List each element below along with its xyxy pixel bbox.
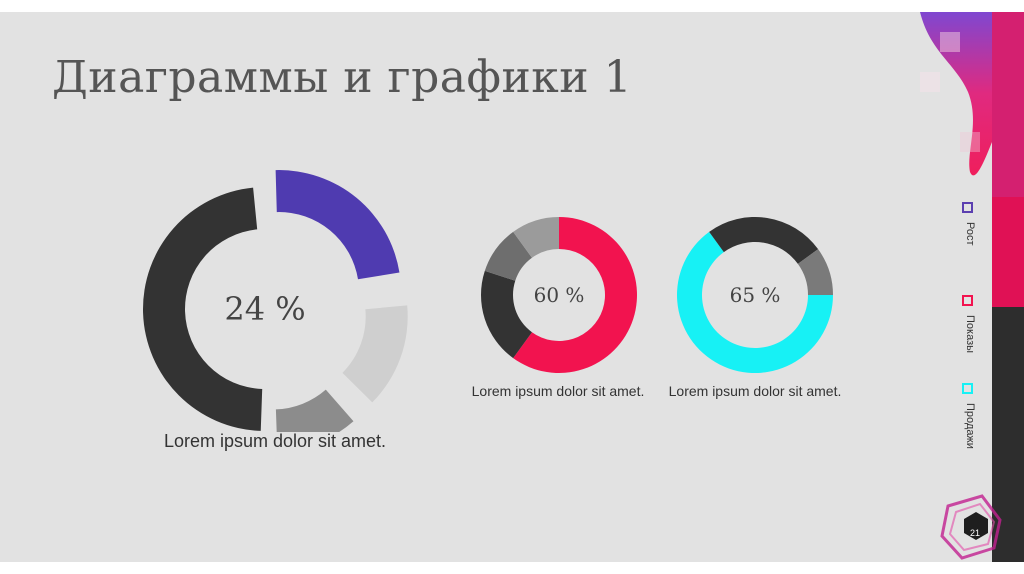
slide: Диаграммы и графики 1 Рост Показы Продаж…: [0, 12, 1024, 562]
legend-label-growth: Рост: [964, 222, 976, 246]
chart2-caption: Lorem ipsum dolor sit amet.: [471, 383, 645, 399]
legend-swatch-sales: [962, 383, 973, 394]
chart2-slice-1: [513, 217, 637, 373]
chart2-center-label: 60 %: [534, 283, 585, 307]
chart1-caption: Lorem ipsum dolor sit amet.: [163, 431, 387, 451]
chart2-slice-4: [513, 217, 559, 258]
donut-chart-impressions: 60 %: [481, 217, 637, 373]
chart3-caption: Lorem ipsum dolor sit amet.: [668, 383, 842, 399]
chart2-slice-3: [484, 231, 532, 281]
chart1-slice-4: [275, 389, 354, 432]
decorative-gradient: [920, 12, 1024, 562]
chart3-slice-2: [709, 217, 819, 264]
legend-swatch-growth: [962, 202, 973, 213]
page-number: 21: [969, 528, 980, 538]
chart1-center-label: 24 %: [224, 290, 305, 328]
chart3-center-label: 65 %: [730, 283, 781, 307]
legend-swatch-impressions: [962, 295, 973, 306]
legend-label-impressions: Показы: [964, 315, 976, 354]
chart1-slice-1: [143, 187, 263, 431]
chart3-slice-1: [677, 231, 833, 374]
chart3-slice-3: [797, 249, 833, 295]
legend-label-sales: Продажи: [964, 403, 976, 449]
donut-chart-sales: 65 %: [677, 217, 833, 374]
donut-chart-growth: 24 %: [143, 170, 408, 432]
slide-title: Диаграммы и графики 1: [52, 52, 633, 103]
chart1-slice-3: [342, 305, 408, 403]
chart1-slice-2: [275, 170, 400, 280]
page-number-badge: [940, 494, 1002, 560]
chart2-slice-2: [481, 270, 532, 359]
